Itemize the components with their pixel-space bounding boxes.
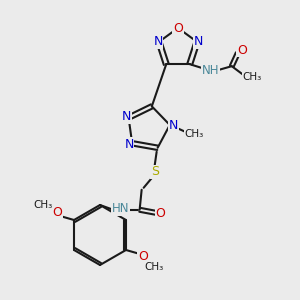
Text: N: N [153,35,163,48]
Text: CH₃: CH₃ [144,262,164,272]
Text: N: N [124,138,134,151]
Text: CH₃: CH₃ [184,129,203,139]
Text: HN: HN [112,202,129,215]
Text: S: S [151,165,159,178]
Text: N: N [122,110,131,123]
Text: CH₃: CH₃ [33,200,52,210]
Text: N: N [169,119,178,132]
Text: CH₃: CH₃ [242,72,261,82]
Text: O: O [52,206,62,220]
Text: O: O [237,44,247,57]
Text: NH: NH [202,64,220,77]
Text: N: N [193,35,203,48]
Text: O: O [156,207,166,220]
Text: O: O [173,22,183,34]
Text: O: O [138,250,148,262]
